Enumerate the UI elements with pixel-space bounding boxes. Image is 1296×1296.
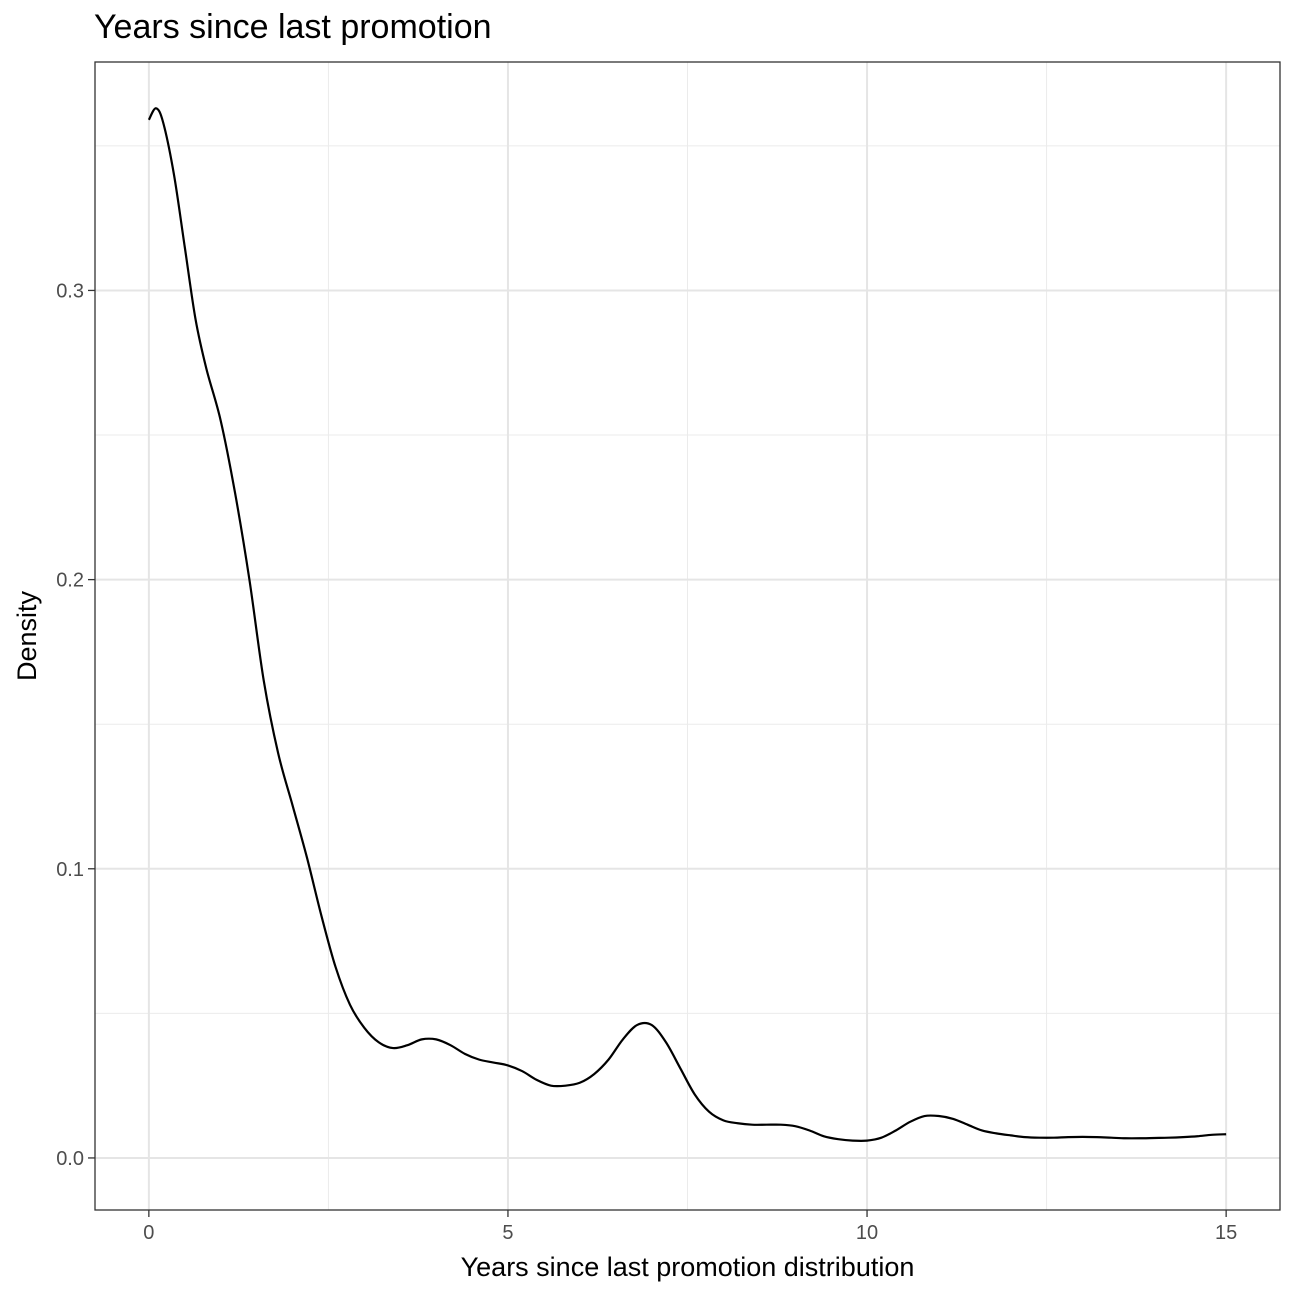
x-axis-title: Years since last promotion distribution	[461, 1252, 915, 1282]
grid-lines	[95, 62, 1280, 1210]
density-series	[147, 107, 1227, 1142]
x-tick-label: 10	[856, 1222, 878, 1244]
panel-border	[94, 61, 1281, 1211]
chart-title: Years since last promotion	[94, 8, 492, 46]
y-tick-label: 0.2	[56, 570, 84, 592]
x-tick-label: 15	[1215, 1222, 1237, 1244]
axis-ticks: 0 5 10 15 0.0 0.1 0.2 0.3	[56, 280, 1237, 1244]
y-tick-label: 0.1	[56, 859, 84, 881]
y-tick-label: 0.3	[56, 280, 84, 302]
y-tick-label: 0.0	[56, 1148, 84, 1170]
density-line	[147, 107, 1227, 1142]
y-axis-title: Density	[12, 590, 42, 681]
x-tick-label: 5	[502, 1222, 513, 1244]
x-tick-label: 0	[143, 1222, 154, 1244]
